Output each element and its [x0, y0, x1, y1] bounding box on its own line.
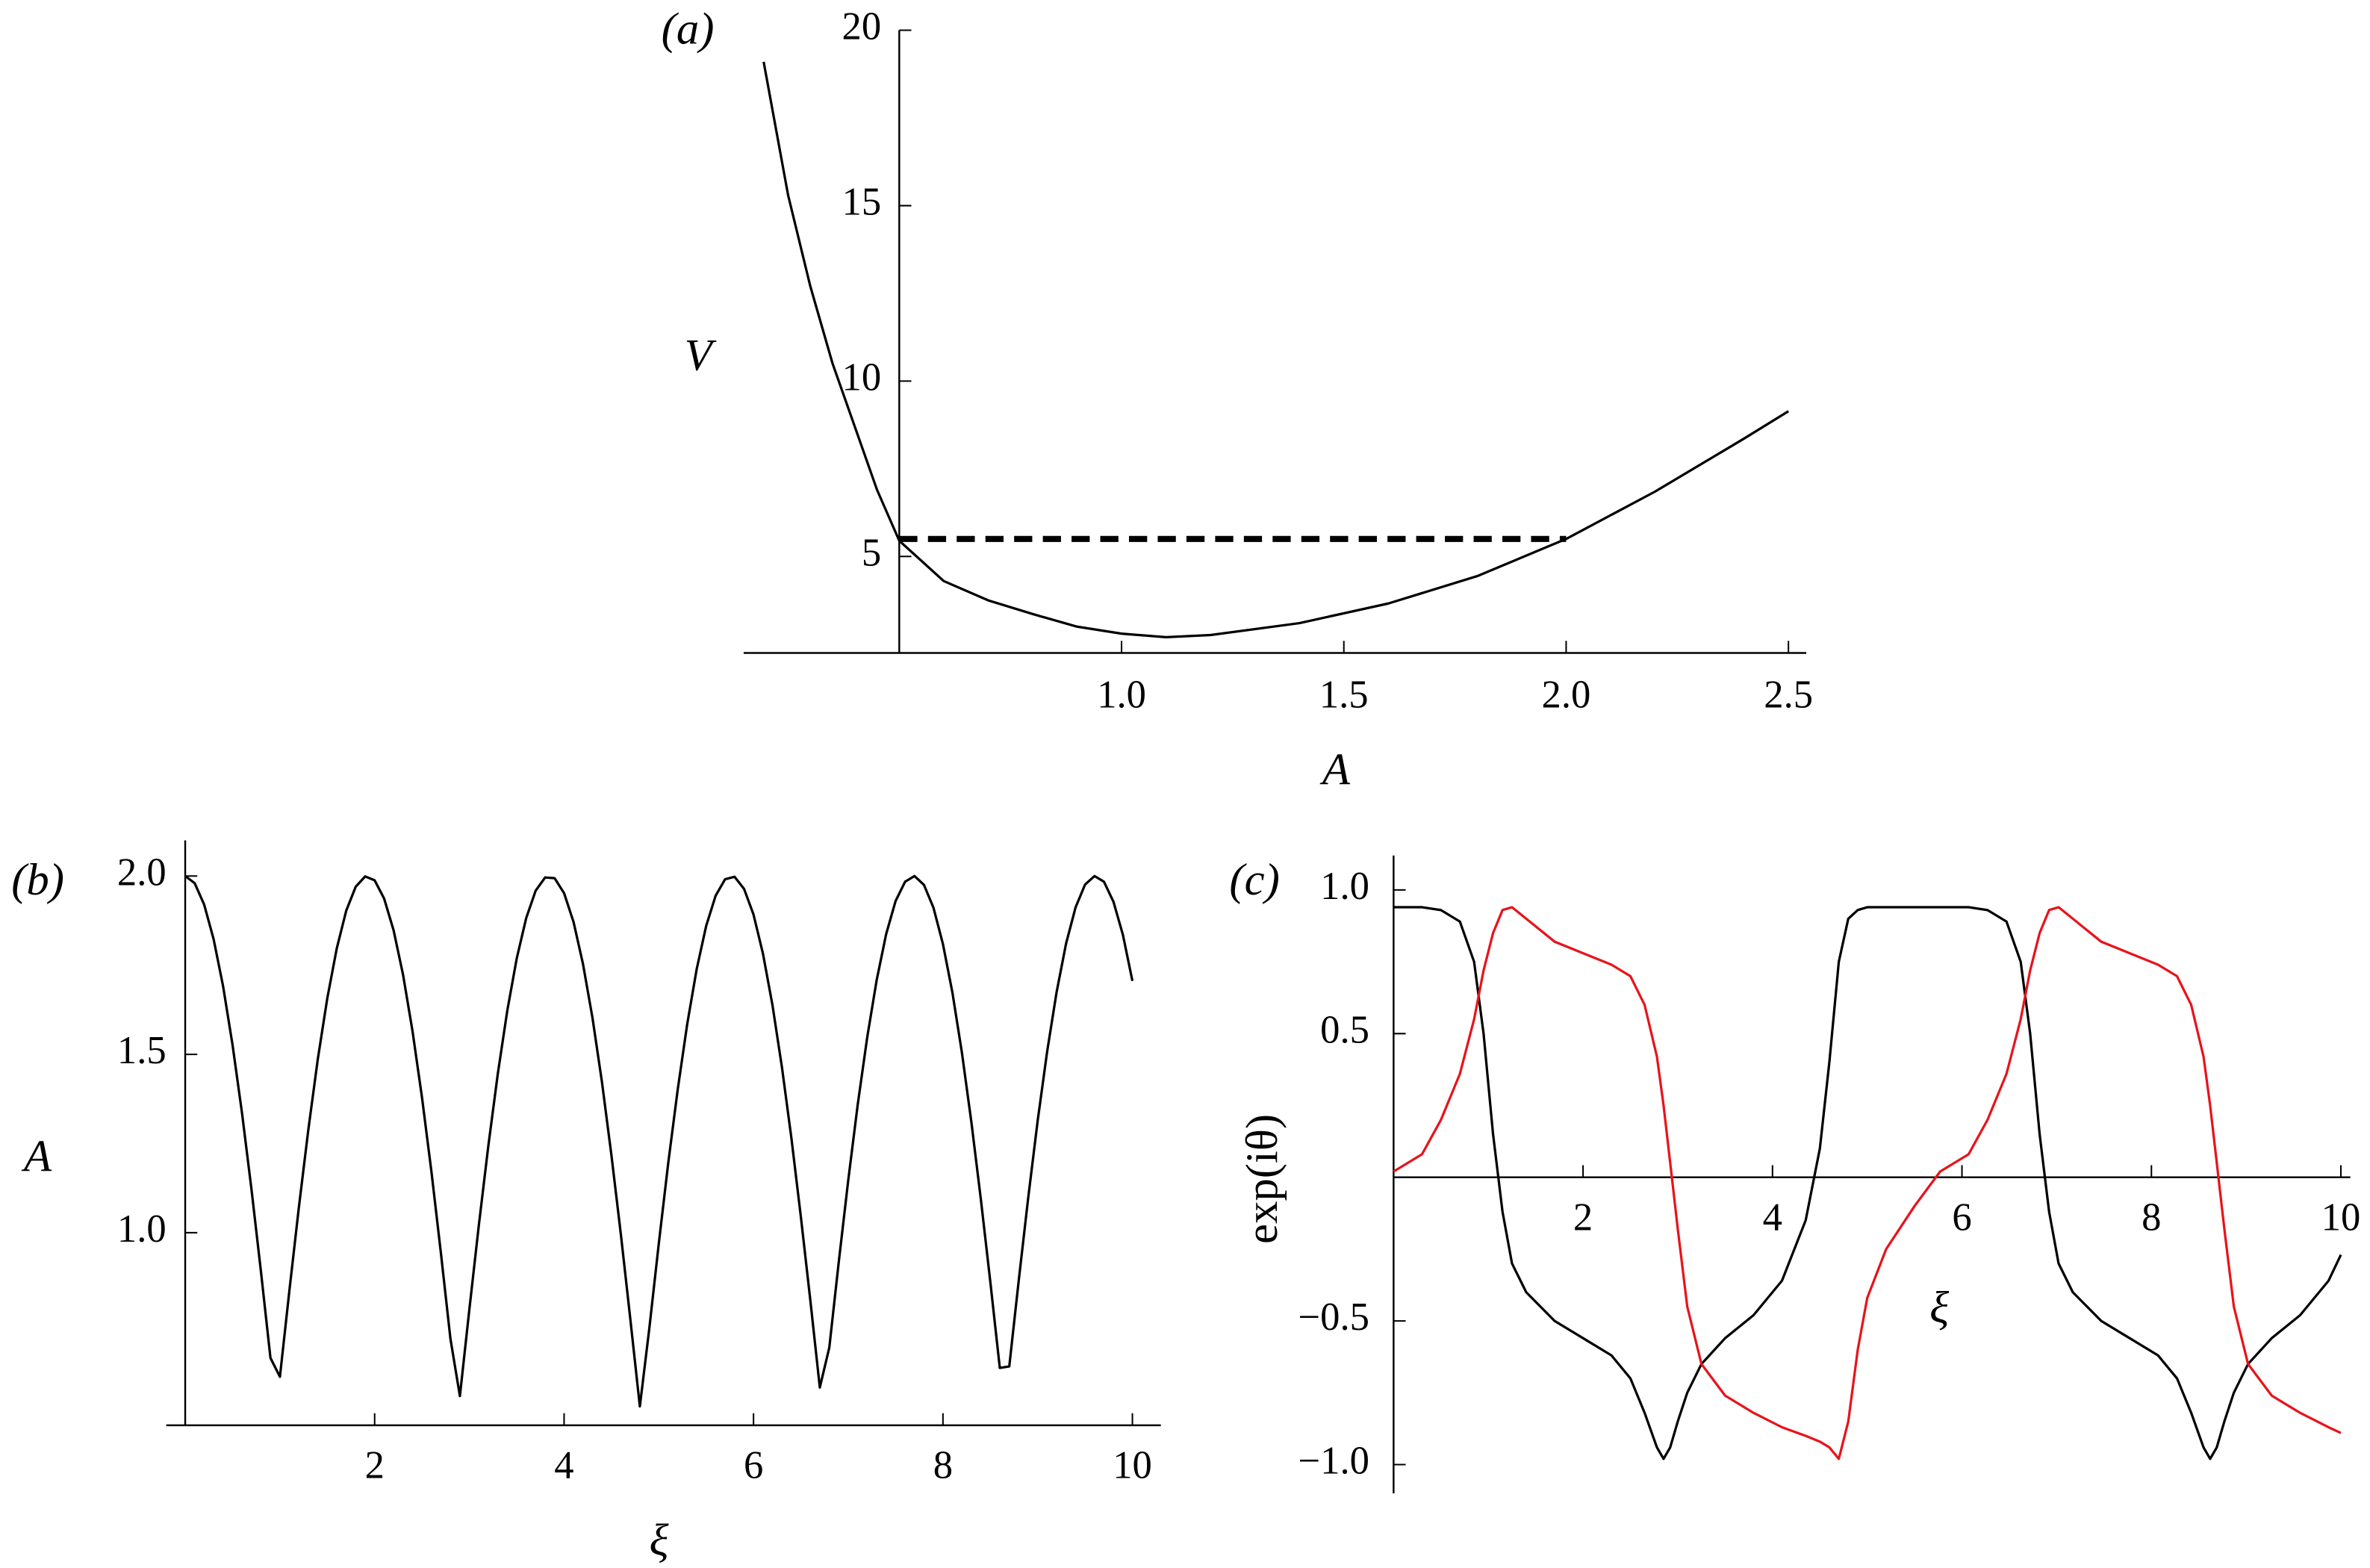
series-line	[1393, 906, 2342, 1460]
y-tick-label: 10	[842, 355, 882, 399]
y-tick-label: −0.5	[1298, 1295, 1369, 1339]
x-tick-label: 8	[2142, 1196, 2161, 1239]
series-line	[1393, 906, 2342, 1460]
x-tick-label: 2	[365, 1444, 385, 1487]
y-axis-label: V	[685, 331, 717, 381]
x-tick-label: 8	[933, 1444, 953, 1487]
x-tick-label: 2.0	[1542, 673, 1591, 716]
y-tick-label: 1.0	[117, 1207, 167, 1251]
x-axis-label: A	[1319, 744, 1351, 794]
x-tick-label: 1.0	[1097, 673, 1146, 716]
x-tick-label: 1.5	[1319, 673, 1369, 716]
x-tick-label: 6	[744, 1444, 763, 1487]
y-tick-label: 15	[842, 181, 882, 224]
x-tick-label: 10	[1113, 1444, 1152, 1487]
y-axis-label: A	[21, 1132, 52, 1182]
x-axis-label: ξ	[1929, 1283, 1949, 1333]
x-tick-label: 4	[1763, 1196, 1782, 1239]
panel-label: (b)	[11, 855, 64, 905]
x-tick-label: 4	[554, 1444, 573, 1487]
y-tick-label: 1.5	[117, 1029, 167, 1072]
panel-label: (c)	[1229, 855, 1279, 905]
y-tick-label: 0.5	[1320, 1008, 1369, 1051]
x-tick-label: 2	[1573, 1196, 1593, 1239]
panel-label: (a)	[662, 4, 715, 55]
x-tick-label: 2.5	[1764, 673, 1813, 716]
series-line	[184, 874, 1134, 1408]
y-axis-label: exp(iθ)	[1237, 1114, 1287, 1244]
x-axis-label: ξ	[650, 1516, 669, 1566]
y-tick-label: 20	[842, 5, 882, 49]
x-tick-label: 6	[1952, 1196, 1971, 1239]
y-tick-label: 2.0	[117, 850, 167, 894]
y-tick-label: 1.0	[1320, 865, 1369, 908]
x-tick-label: 10	[2321, 1196, 2361, 1239]
y-tick-label: −1.0	[1298, 1440, 1369, 1483]
y-tick-label: 5	[862, 531, 881, 574]
series-line	[762, 61, 1789, 638]
